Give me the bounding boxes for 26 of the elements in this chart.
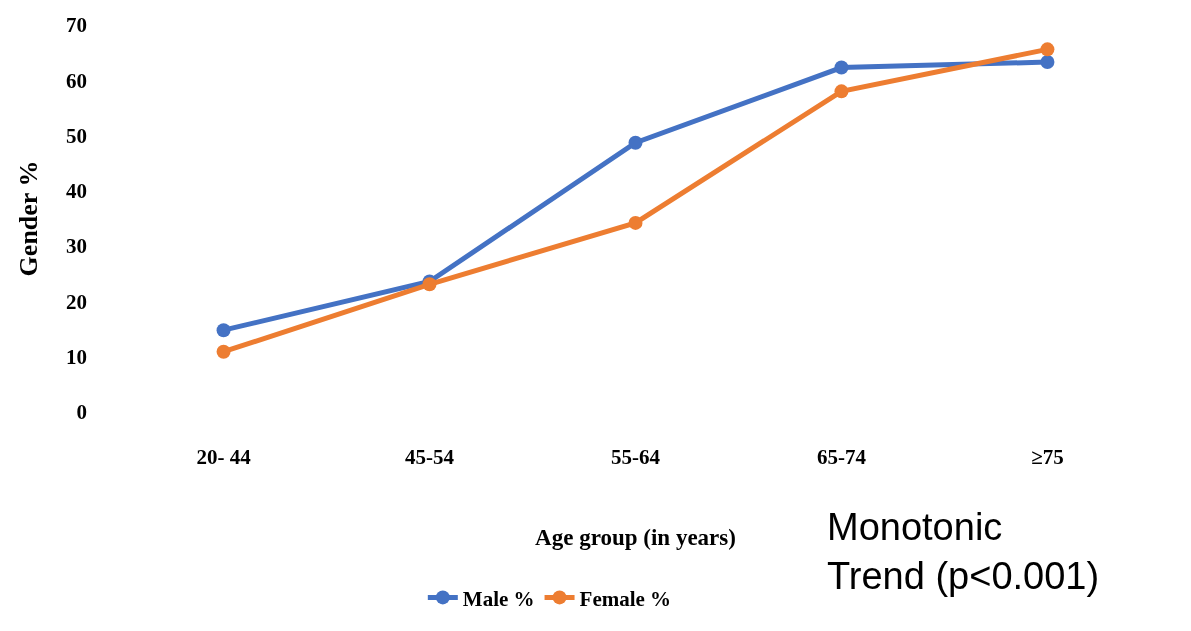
point [628, 135, 643, 150]
x-axis-title: Age group (in years) [535, 524, 736, 550]
x-tick-label: 45-54 [405, 445, 455, 469]
legend-label: Male % [462, 586, 535, 611]
y-tick-label: 50 [66, 123, 87, 148]
point [216, 344, 231, 359]
text: Monotonic Trend (p<0.001) [827, 506, 1100, 598]
x-tick-label: ≥75 [1031, 445, 1064, 469]
point [1040, 42, 1055, 57]
y-axis-title: Gender % [14, 160, 44, 277]
point [216, 323, 231, 338]
point [1040, 55, 1055, 70]
point [834, 84, 849, 99]
y-tick-label: 70 [66, 13, 87, 38]
x-tick-label: 55-64 [611, 445, 661, 469]
x-tick-label: 65-74 [816, 445, 867, 469]
y-tick-label: 40 [66, 179, 87, 204]
y-tick-label: 30 [66, 234, 87, 259]
y-tick-label: 0 [76, 400, 87, 425]
point [834, 60, 849, 75]
y-tick-label: 10 [66, 345, 87, 370]
point [628, 215, 643, 230]
x-tick-label: 20- 44 [196, 445, 252, 469]
legend-label: Female % [579, 586, 672, 611]
y-tick-label: 20 [66, 289, 87, 314]
y-tick-label: 60 [66, 68, 87, 93]
